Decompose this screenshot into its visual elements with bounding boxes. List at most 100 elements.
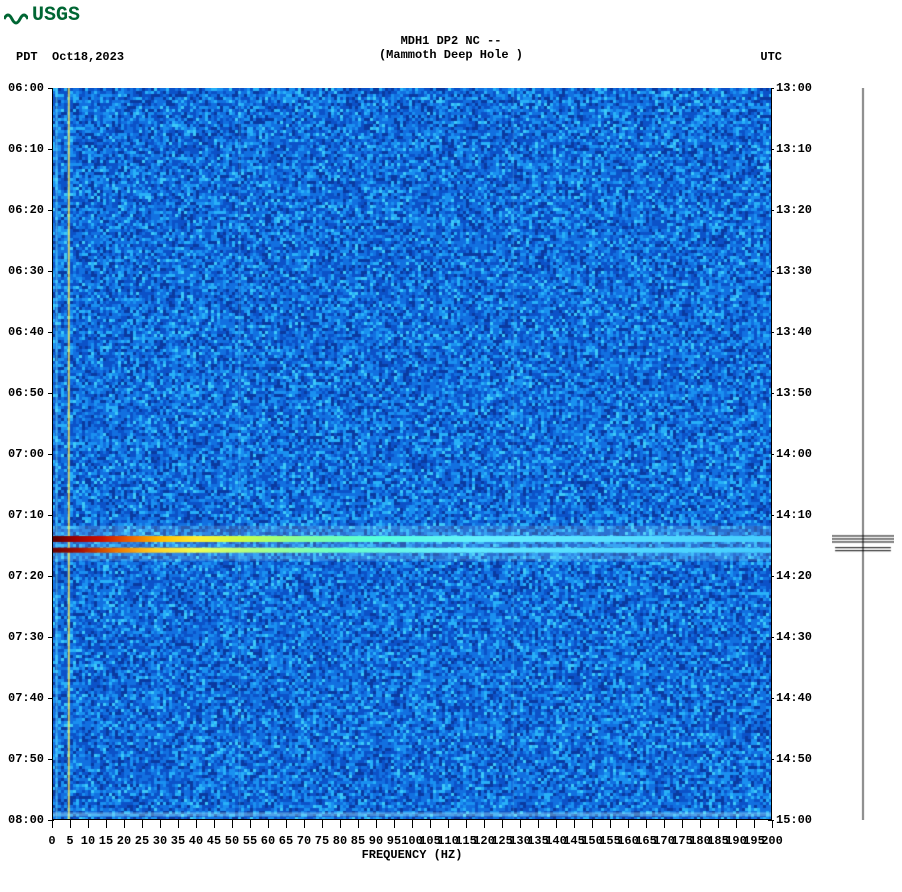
- x-tick-label: 65: [279, 834, 293, 848]
- x-axis-label: FREQUENCY (HZ): [52, 848, 772, 862]
- y-tick-label: 13:50: [776, 387, 812, 399]
- tick-mark: [520, 820, 521, 828]
- tick-mark: [700, 820, 701, 828]
- tick-mark: [610, 820, 611, 828]
- x-tick-label: 60: [261, 834, 275, 848]
- title-line1: MDH1 DP2 NC --: [0, 34, 902, 48]
- tick-mark: [430, 820, 431, 828]
- axis-line-left: [52, 88, 53, 820]
- y-tick-label: 13:30: [776, 265, 812, 277]
- x-tick-label: 50: [225, 834, 239, 848]
- y-tick-label: 06:10: [8, 143, 44, 155]
- tick-mark: [88, 820, 89, 828]
- side-trace: [832, 88, 894, 820]
- x-tick-label: 10: [81, 834, 95, 848]
- y-tick-label: 06:40: [8, 326, 44, 338]
- y-tick-label: 14:00: [776, 448, 812, 460]
- x-axis: 0510152025303540455055606570758085909510…: [52, 820, 772, 844]
- tick-mark: [556, 820, 557, 828]
- tick-mark: [376, 820, 377, 828]
- y-tick-label: 13:10: [776, 143, 812, 155]
- tick-mark: [52, 820, 53, 828]
- y-tick-label: 06:00: [8, 82, 44, 94]
- y-axis-left: 06:0006:1006:2006:3006:4006:5007:0007:10…: [8, 88, 52, 820]
- spectrogram-plot: [52, 88, 772, 820]
- y-tick-label: 13:20: [776, 204, 812, 216]
- tick-mark: [664, 820, 665, 828]
- x-tick-label: 55: [243, 834, 257, 848]
- axis-line-right: [771, 88, 772, 820]
- x-tick-label: 90: [369, 834, 383, 848]
- tick-mark: [736, 820, 737, 828]
- x-tick-label: 40: [189, 834, 203, 848]
- y-tick-label: 06:20: [8, 204, 44, 216]
- side-trace-canvas: [832, 88, 894, 820]
- tick-mark: [412, 820, 413, 828]
- x-tick-label: 70: [297, 834, 311, 848]
- tick-mark: [178, 820, 179, 828]
- logo-text: USGS: [32, 4, 80, 27]
- y-tick-label: 14:40: [776, 692, 812, 704]
- y-tick-label: 14:30: [776, 631, 812, 643]
- y-tick-label: 14:20: [776, 570, 812, 582]
- page-root: USGS PDT Oct18,2023 MDH1 DP2 NC -- (Mamm…: [0, 0, 902, 892]
- x-tick-label: 75: [315, 834, 329, 848]
- spectrogram-canvas: [52, 88, 772, 820]
- tick-mark: [484, 820, 485, 828]
- tick-mark: [160, 820, 161, 828]
- x-tick-label: 25: [135, 834, 149, 848]
- tick-mark: [646, 820, 647, 828]
- tick-mark: [70, 820, 71, 828]
- y-tick-label: 07:30: [8, 631, 44, 643]
- wave-icon: [4, 7, 28, 25]
- x-tick-label: 35: [171, 834, 185, 848]
- y-tick-label: 14:10: [776, 509, 812, 521]
- tick-mark: [304, 820, 305, 828]
- x-tick-label: 5: [66, 834, 73, 848]
- x-tick-label: 45: [207, 834, 221, 848]
- y-tick-label: 06:50: [8, 387, 44, 399]
- y-tick-label: 08:00: [8, 814, 44, 826]
- x-tick-label: 30: [153, 834, 167, 848]
- tick-mark: [628, 820, 629, 828]
- y-tick-label: 15:00: [776, 814, 812, 826]
- tick-mark: [232, 820, 233, 828]
- tick-mark: [502, 820, 503, 828]
- tick-mark: [448, 820, 449, 828]
- tick-mark: [268, 820, 269, 828]
- y-axis-right: 13:0013:1013:2013:3013:4013:5014:0014:10…: [776, 88, 824, 820]
- tick-mark: [718, 820, 719, 828]
- y-tick-label: 07:40: [8, 692, 44, 704]
- tick-mark: [466, 820, 467, 828]
- y-tick-label: 07:10: [8, 509, 44, 521]
- y-tick-label: 07:20: [8, 570, 44, 582]
- tick-mark: [340, 820, 341, 828]
- x-tick-label: 85: [351, 834, 365, 848]
- y-tick-label: 14:50: [776, 753, 812, 765]
- tick-mark: [286, 820, 287, 828]
- tick-mark: [592, 820, 593, 828]
- y-tick-label: 06:30: [8, 265, 44, 277]
- x-tick-label: 15: [99, 834, 113, 848]
- x-tick-label: 20: [117, 834, 131, 848]
- x-tick-label: 200: [761, 834, 783, 848]
- x-tick-label: 80: [333, 834, 347, 848]
- tick-mark: [142, 820, 143, 828]
- tick-mark: [682, 820, 683, 828]
- tick-mark: [106, 820, 107, 828]
- tick-mark: [754, 820, 755, 828]
- tick-mark: [124, 820, 125, 828]
- tick-mark: [772, 820, 773, 828]
- tz-right: UTC: [760, 50, 782, 64]
- y-tick-label: 13:00: [776, 82, 812, 94]
- tick-mark: [214, 820, 215, 828]
- tick-mark: [574, 820, 575, 828]
- y-tick-label: 13:40: [776, 326, 812, 338]
- y-tick-label: 07:50: [8, 753, 44, 765]
- tick-mark: [250, 820, 251, 828]
- tick-mark: [538, 820, 539, 828]
- tick-mark: [196, 820, 197, 828]
- tick-mark: [394, 820, 395, 828]
- x-tick-label: 95: [387, 834, 401, 848]
- x-tick-label: 0: [48, 834, 55, 848]
